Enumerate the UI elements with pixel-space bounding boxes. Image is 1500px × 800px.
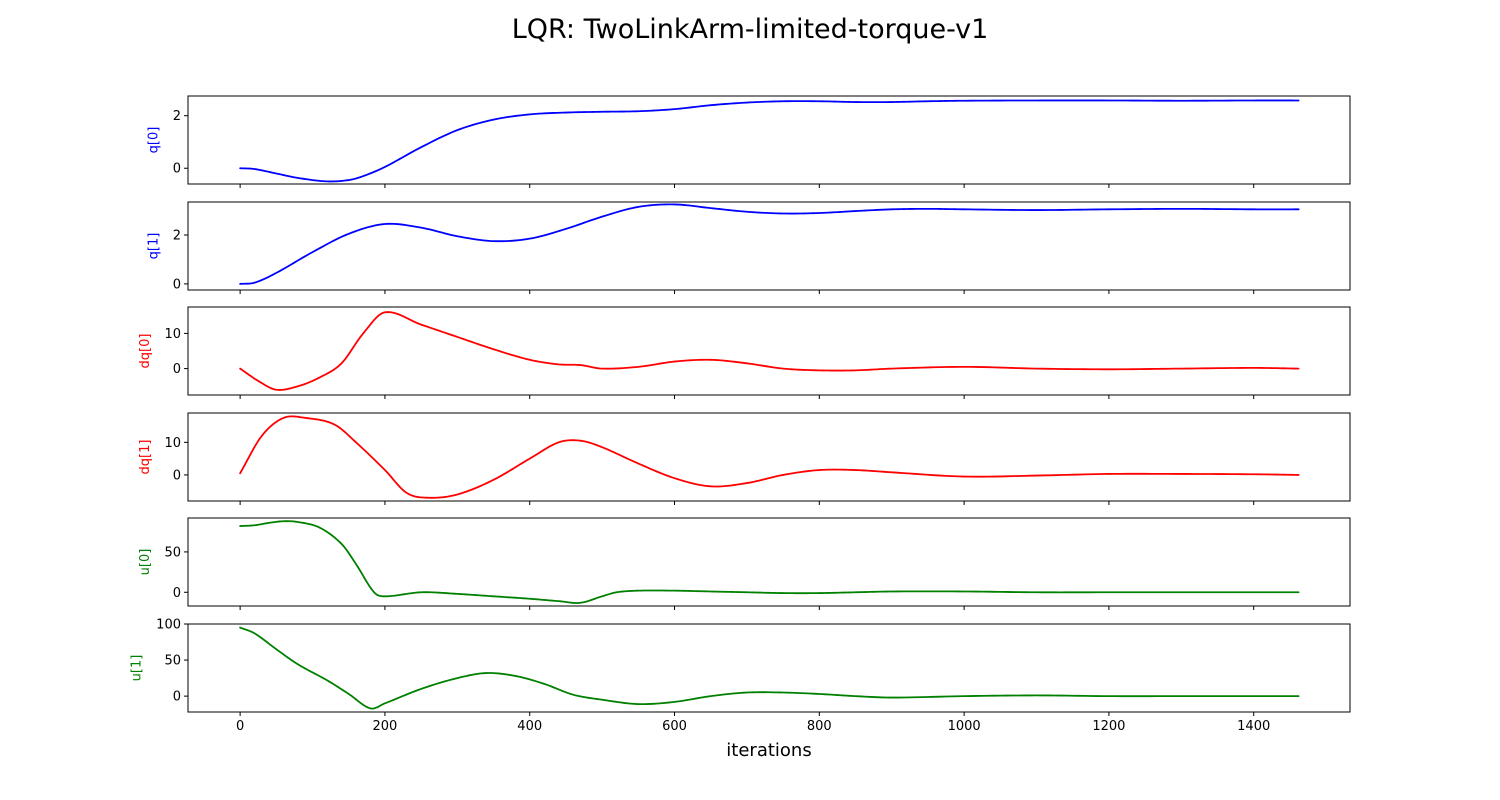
axes-frame [187, 623, 1351, 713]
x-tick-label: 800 [807, 719, 832, 734]
series-line-dq[1] [239, 415, 1300, 499]
y-tick-label: 0 [173, 362, 181, 377]
y-axis-label: u[0] [138, 549, 153, 576]
y-tick-label: 0 [173, 162, 181, 177]
x-tick-label: 400 [517, 719, 542, 734]
figure-title: LQR: TwoLinkArm-limited-torque-v1 [512, 14, 989, 45]
y-tick-label: 2 [173, 229, 181, 244]
subplot-1: 0 2 q[0] [147, 95, 1351, 188]
x-tick-label: 1000 [948, 719, 981, 734]
y-tick-label: 0 [173, 690, 181, 705]
x-tick-label: 0 [236, 719, 244, 734]
series-line-dq[0] [239, 311, 1300, 391]
y-axis-label: u[1] [130, 655, 145, 682]
x-tick-label: 1400 [1237, 719, 1270, 734]
x-tick-label: 600 [662, 719, 687, 734]
subplot-3: 0 10 dq[0] [138, 306, 1351, 399]
subplot-5: 0 50 u[0] [138, 517, 1351, 610]
axes-frame [187, 306, 1351, 396]
y-axis-label: dq[1] [138, 440, 153, 475]
subplot-6: 0 200 400 600 800 1000 1200 1400 0 50 100 u[1] [130, 618, 1351, 734]
y-tick-label: 0 [173, 468, 181, 483]
series-line-u[1] [239, 626, 1300, 710]
subplot-4: 0 10 dq[1] [138, 412, 1351, 505]
series-line-u[0] [239, 520, 1300, 604]
y-tick-label: 100 [156, 618, 181, 633]
series-line-q[0] [239, 99, 1300, 183]
y-tick-label: 0 [173, 586, 181, 601]
series-line-q[1] [239, 203, 1300, 285]
y-tick-label: 10 [164, 327, 181, 342]
y-tick-label: 50 [164, 545, 181, 560]
axes-frame [187, 95, 1351, 185]
y-tick-label: 50 [164, 654, 181, 669]
y-axis-label: dq[0] [138, 334, 153, 369]
axes-frame [187, 412, 1351, 502]
y-tick-label: 2 [173, 109, 181, 124]
subplot-stack: 0 2 q[0] 0 2 q[1] 0 10 dq[0] 0 10 dq[1] 0 50 u[0] 0 200 4… [130, 95, 1351, 734]
subplot-2: 0 2 q[1] [147, 201, 1351, 294]
x-tick-label: 200 [373, 719, 398, 734]
axes-frame [187, 201, 1351, 291]
y-axis-label: q[1] [147, 233, 162, 260]
y-tick-label: 10 [164, 436, 181, 451]
x-axis-label: iterations [726, 740, 811, 761]
y-axis-label: q[0] [147, 127, 162, 154]
axes-frame [187, 517, 1351, 607]
x-tick-label: 1200 [1092, 719, 1125, 734]
y-tick-label: 0 [173, 277, 181, 292]
